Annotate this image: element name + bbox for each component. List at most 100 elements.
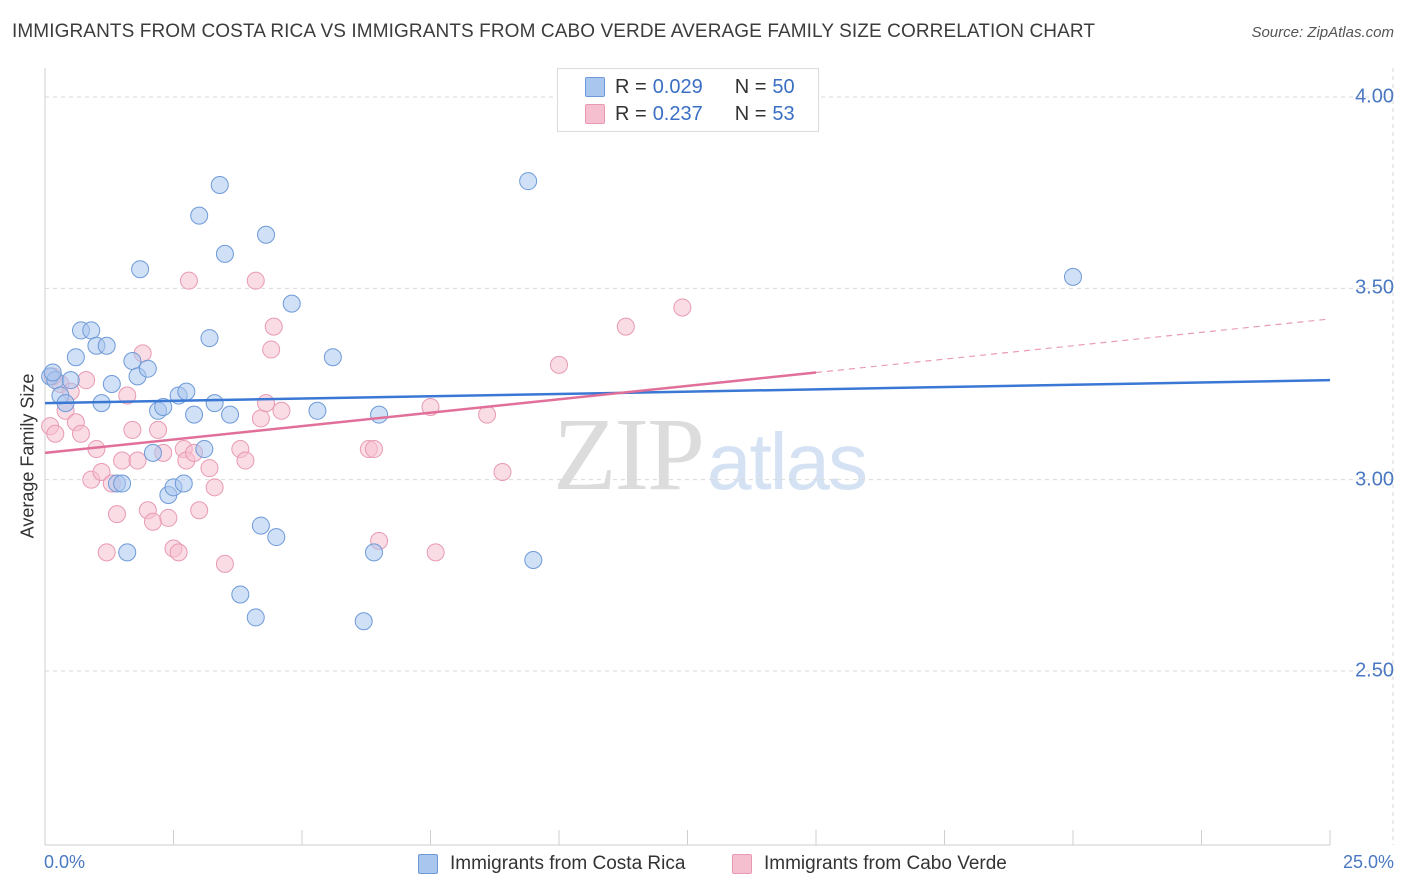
cabo-verde-point: [97, 543, 116, 562]
legend-n-label: N =: [734, 75, 767, 98]
bottom-legend-costa-rica: Immigrants from Costa Rica: [418, 852, 685, 876]
cabo-verde-point: [257, 394, 276, 413]
costa-rica-point: [354, 612, 373, 631]
y-tick-label: 2.50: [1355, 659, 1394, 682]
cabo-verde-point: [215, 554, 234, 573]
y-tick-label: 3.50: [1355, 276, 1394, 299]
cabo-verde-points: [41, 271, 692, 573]
legend-r-value: 0.237: [652, 102, 703, 125]
cabo-verde-point: [179, 271, 198, 290]
zipatlas-watermark: ZIPatlas: [553, 395, 868, 514]
costa-rica-point: [524, 551, 543, 570]
cabo-verde-point: [118, 386, 137, 405]
cabo-verde-point: [673, 298, 692, 317]
trend-lines: [44, 318, 1331, 455]
legend-n-label: N =: [734, 102, 767, 125]
costa-rica-point: [102, 375, 121, 393]
costa-rica-point: [118, 543, 137, 562]
bottom-swatch-pink: [732, 854, 752, 874]
cabo-verde-point: [200, 459, 219, 478]
costa-rica-point: [231, 585, 250, 604]
cabo-verde-point: [264, 317, 283, 336]
costa-rica-point: [519, 172, 538, 191]
correlation-legend: R = 0.029 N = 50 R = 0.237 N = 53: [557, 68, 819, 132]
cabo-verde-point: [107, 505, 126, 524]
legend-row-cabo-verde: R = 0.237 N = 53: [585, 103, 795, 125]
costa-rica-point: [221, 405, 240, 424]
costa-rica-point: [267, 528, 286, 547]
costa-rica-point: [113, 474, 132, 493]
x-tick-max: 25.0%: [1342, 852, 1394, 872]
costa-rica-point: [97, 336, 116, 355]
x-tick-min: 0.0%: [44, 852, 86, 872]
legend-r-label: R =: [615, 102, 647, 125]
cabo-verde-point: [493, 463, 512, 482]
legend-n-value: 50: [772, 75, 795, 98]
bottom-legend-label: Immigrants from Cabo Verde: [764, 853, 1007, 874]
cabo-verde-point: [77, 371, 96, 390]
cabo-verde-point: [71, 424, 90, 443]
cabo-verde-point: [190, 501, 209, 520]
cabo-verde-point: [159, 508, 178, 527]
cabo-verde-trend-line: [44, 371, 817, 455]
costa-rica-point: [61, 371, 80, 390]
cabo-verde-point: [236, 451, 255, 470]
bottom-legend-label: Immigrants from Costa Rica: [450, 853, 686, 874]
costa-rica-point: [195, 440, 214, 459]
legend-swatch-blue: [585, 77, 605, 97]
costa-rica-point: [190, 206, 209, 225]
costa-rica-point: [215, 244, 234, 263]
costa-rica-point: [123, 352, 142, 371]
costa-rica-point: [210, 176, 229, 195]
legend-r-label: R =: [615, 75, 647, 98]
cabo-verde-point: [92, 463, 111, 482]
costa-rica-point: [205, 394, 224, 413]
costa-rica-point: [251, 516, 270, 535]
cabo-verde-point: [128, 451, 147, 470]
watermark-atlas: atlas: [707, 417, 868, 506]
costa-rica-point: [138, 359, 157, 378]
costa-rica-point: [143, 443, 162, 462]
y-tick-label: 4.00: [1355, 85, 1394, 108]
y-axis-label: Average Family Size: [17, 373, 38, 539]
costa-rica-point: [200, 329, 219, 348]
cabo-verde-point: [550, 355, 568, 374]
costa-rica-point: [370, 405, 389, 424]
cabo-verde-trend-extension: [815, 318, 1331, 374]
costa-rica-point: [43, 363, 62, 382]
cabo-verde-point: [262, 340, 281, 359]
cabo-verde-point: [123, 420, 142, 439]
bottom-swatch-blue: [418, 854, 438, 874]
cabo-verde-point: [364, 440, 383, 459]
watermark-zip: ZIP: [553, 397, 705, 512]
cabo-verde-point: [426, 543, 445, 562]
cabo-verde-point: [272, 401, 291, 420]
costa-rica-points: [41, 172, 1082, 631]
axis-layer: [44, 68, 1331, 846]
costa-rica-point: [246, 608, 265, 627]
cabo-verde-point: [149, 420, 168, 439]
costa-rica-point: [1064, 267, 1082, 286]
legend-n-value: 53: [772, 102, 795, 125]
bottom-legend-cabo-verde: Immigrants from Cabo Verde: [732, 852, 1007, 876]
costa-rica-point: [177, 382, 196, 401]
costa-rica-point: [154, 397, 173, 416]
costa-rica-point: [66, 348, 85, 367]
cabo-verde-point: [251, 409, 270, 428]
cabo-verde-point: [205, 478, 224, 497]
legend-r-value: 0.029: [652, 75, 703, 98]
y-tick-label: 3.00: [1355, 468, 1394, 491]
costa-rica-point: [185, 405, 204, 424]
costa-rica-point: [323, 348, 342, 367]
cabo-verde-point: [113, 451, 132, 470]
cabo-verde-point: [169, 543, 188, 562]
cabo-verde-point: [46, 424, 65, 443]
costa-rica-point: [257, 225, 276, 244]
legend-swatch-pink: [585, 104, 605, 124]
cabo-verde-point: [246, 271, 265, 290]
cabo-verde-point: [616, 317, 635, 336]
costa-rica-point: [308, 401, 327, 420]
costa-rica-point: [364, 543, 383, 562]
source-credit: Source: ZipAtlas.com: [1251, 24, 1394, 41]
